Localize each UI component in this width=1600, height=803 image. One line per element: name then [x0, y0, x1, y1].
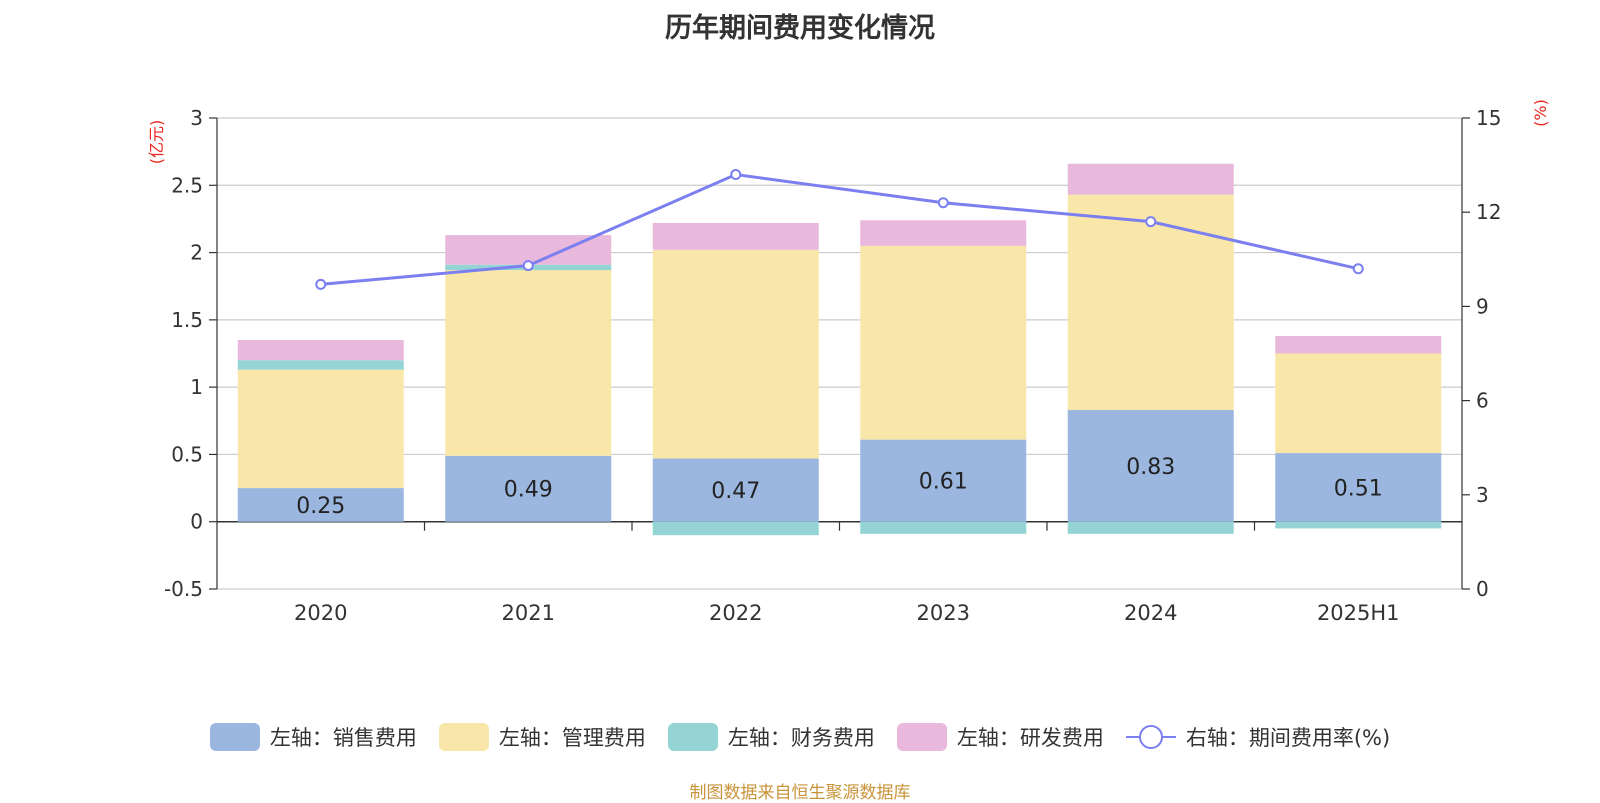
- right-axis-unit-label: (%): [1531, 99, 1550, 127]
- legend-line-marker-icon: [1125, 723, 1176, 751]
- legend-item-admin[interactable]: 左轴：管理费用: [438, 722, 646, 752]
- bar-rnd: [1275, 336, 1442, 354]
- legend-item-sales[interactable]: 左轴：销售费用: [209, 722, 417, 752]
- left-axis-tick-label: 0: [190, 510, 203, 534]
- legend-swatch-sales: [209, 723, 260, 751]
- left-axis-tick-label: 3: [190, 106, 203, 130]
- bar-data-label: 0.51: [1334, 476, 1383, 501]
- bar-rnd: [1067, 163, 1234, 195]
- bar-finance: [237, 360, 404, 370]
- bar-admin: [860, 245, 1027, 440]
- bar-sales: [1275, 453, 1442, 522]
- right-axis-tick-label: 9: [1476, 294, 1489, 318]
- expense-rate-point: [522, 260, 534, 272]
- expense-rate-line: [320, 172, 1359, 286]
- x-axis-tick-label: 2024: [1124, 601, 1177, 625]
- right-axis-tick-label: 6: [1476, 389, 1489, 413]
- right-axis-tick-label: 15: [1476, 106, 1501, 130]
- bar-admin: [237, 369, 404, 489]
- x-axis-tick-label: 2022: [709, 601, 762, 625]
- bar-finance: [1067, 521, 1234, 534]
- bar-sales: [445, 455, 612, 522]
- expense-rate-point: [1352, 263, 1364, 275]
- bar-admin: [1275, 353, 1442, 454]
- bar-admin: [652, 249, 819, 459]
- bar-sales: [652, 458, 819, 522]
- legend-label-admin: 左轴：管理费用: [498, 726, 646, 750]
- expense-rate-point: [315, 278, 327, 290]
- bar-finance: [652, 521, 819, 536]
- bar-sales: [1067, 410, 1234, 522]
- legend-label-expense-rate: 右轴：期间费用率(%): [1185, 726, 1391, 750]
- x-axis-tick-label: 2021: [502, 601, 555, 625]
- bar-rnd: [237, 340, 404, 361]
- bar-data-label: 0.83: [1126, 455, 1175, 480]
- expense-rate-point: [730, 169, 742, 181]
- bar-data-label: 0.47: [711, 479, 760, 504]
- right-axis-tick-label: 3: [1476, 483, 1489, 507]
- legend: 左轴：销售费用 左轴：管理费用 左轴：财务费用 左轴：研发费用 右轴：期间费用率…: [0, 722, 1600, 752]
- right-axis-tick-label: 12: [1476, 200, 1501, 224]
- source-note: 制图数据来自恒生聚源数据库: [689, 783, 911, 803]
- bar-rnd: [652, 222, 819, 250]
- chart-title: 历年期间费用变化情况: [665, 13, 935, 44]
- bar-rnd: [860, 220, 1027, 246]
- left-axis-unit-label: (亿元): [147, 120, 166, 165]
- bar-admin: [445, 270, 612, 456]
- bar-sales: [237, 488, 404, 522]
- left-axis-tick-label: 2: [190, 241, 203, 265]
- x-axis-tick-label: 2025H1: [1317, 601, 1400, 625]
- legend-label-rnd: 左轴：研发费用: [956, 726, 1104, 750]
- legend-swatch-admin: [438, 723, 489, 751]
- legend-label-sales: 左轴：销售费用: [269, 726, 417, 750]
- expense-rate-point: [937, 197, 949, 209]
- right-axis-tick-label: 0: [1476, 577, 1489, 601]
- bar-finance: [860, 521, 1027, 534]
- bar-sales: [860, 439, 1027, 522]
- bar-data-label: 0.49: [504, 478, 553, 503]
- x-axis-tick-label: 2023: [917, 601, 970, 625]
- bar-data-label: 0.25: [296, 494, 345, 519]
- legend-swatch-rnd: [896, 723, 947, 751]
- x-axis-tick-label: 2020: [294, 601, 347, 625]
- left-axis-tick-label: 0.5: [171, 442, 203, 466]
- legend-item-finance[interactable]: 左轴：财务费用: [667, 722, 875, 752]
- bar-data-label: 0.61: [919, 470, 968, 495]
- bar-admin: [1067, 194, 1234, 411]
- expense-rate-point: [1145, 216, 1157, 228]
- left-axis-tick-label: 2.5: [171, 173, 203, 197]
- left-axis-tick-label: 1: [190, 375, 203, 399]
- legend-swatch-finance: [667, 723, 718, 751]
- left-axis-tick-label: 1.5: [171, 308, 203, 332]
- legend-item-expense-rate[interactable]: 右轴：期间费用率(%): [1125, 722, 1391, 752]
- legend-label-finance: 左轴：财务费用: [727, 726, 875, 750]
- left-axis-tick-label: -0.5: [164, 577, 203, 601]
- legend-item-rnd[interactable]: 左轴：研发费用: [896, 722, 1104, 752]
- bar-finance: [1275, 521, 1442, 529]
